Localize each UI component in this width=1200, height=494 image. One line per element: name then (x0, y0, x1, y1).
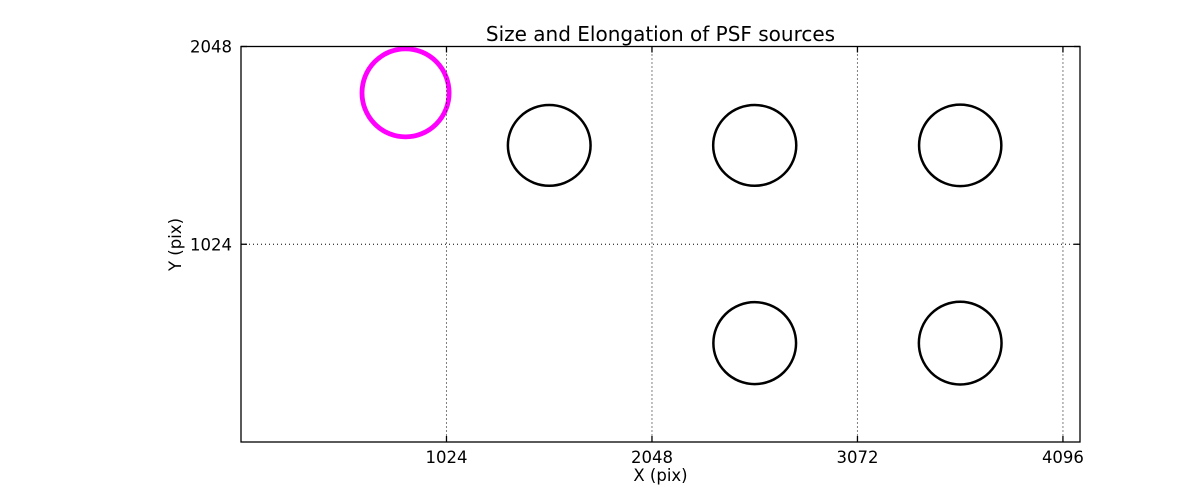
tick-labels-layer: 1024 2048 3072 4096 1024 2048 (190, 38, 1084, 468)
psf-source-ellipse (711, 103, 798, 187)
x-axis-label: X (pix) (633, 466, 687, 485)
x-tick-label: 4096 (1042, 448, 1084, 467)
tick-marks-layer (241, 45, 1080, 442)
psf-source-ellipse (917, 103, 1003, 188)
x-tick-label: 1024 (425, 448, 467, 467)
y-axis-label: Y (pix) (166, 218, 185, 272)
psf-source-ellipse (506, 103, 592, 187)
chart-title: Size and Elongation of PSF sources (486, 22, 835, 46)
psf-source-ellipse (917, 300, 1003, 386)
x-tick-label: 3072 (836, 448, 878, 467)
x-tick-label: 2048 (631, 448, 673, 467)
y-tick-label: 2048 (190, 38, 232, 57)
ellipse-markers-layer (359, 46, 1003, 386)
psf-source-ellipse (359, 46, 452, 140)
y-tick-label: 1024 (190, 235, 232, 254)
psf-source-ellipse (712, 300, 798, 386)
